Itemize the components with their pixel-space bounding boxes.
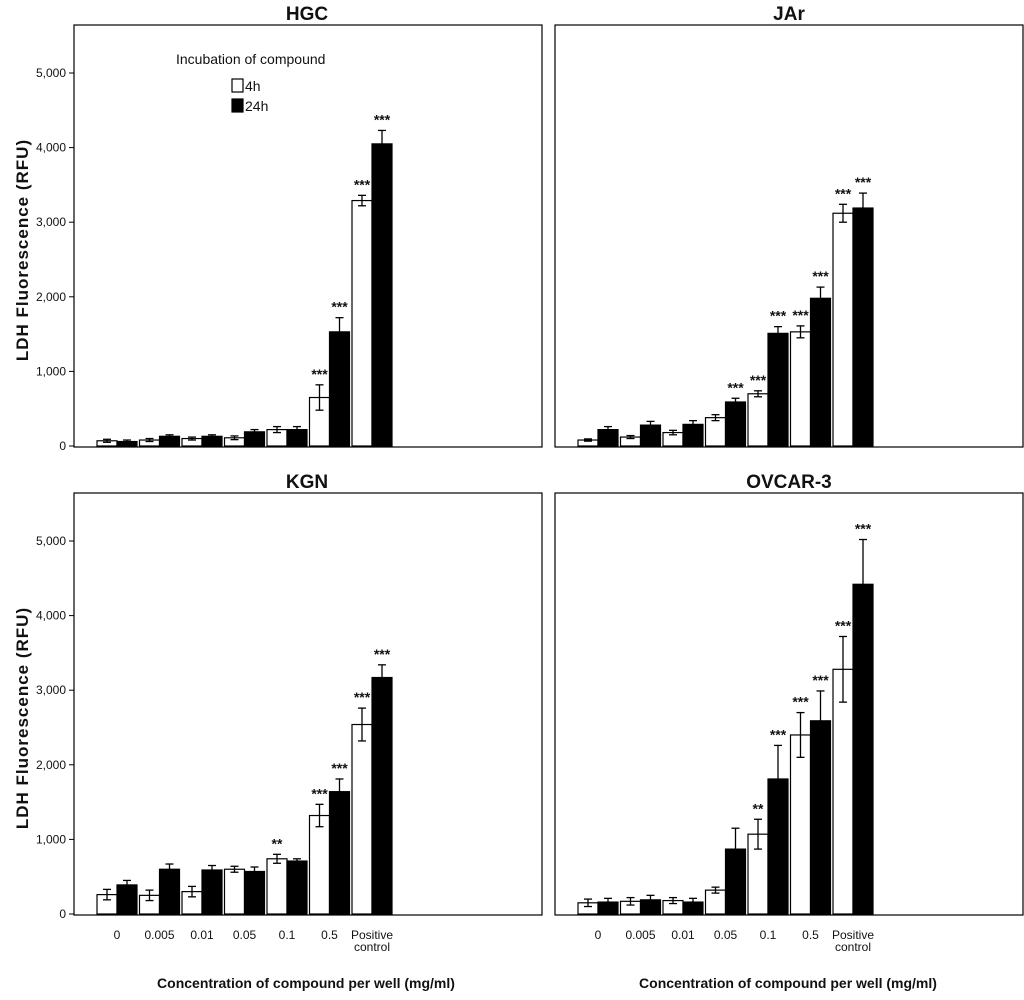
x-tick-label: 0 <box>114 928 121 942</box>
chart-panel-ovcar-3: OVCAR-30 0.005 0.01 0.05*****0.1******0.5**… <box>554 472 1024 954</box>
plot-frame <box>554 492 1024 916</box>
significance-marker: *** <box>812 672 829 688</box>
x-tick-label: 0.5 <box>321 928 338 942</box>
y-tick-label: 5,000 <box>36 66 66 80</box>
legend: Incubation of compound 4h 24h <box>176 51 325 114</box>
x-tick-label: 0.1 <box>279 928 296 942</box>
chart-panel-kgn: KGN 0 1,000 2,000 3,000 4,000 5,000 0 0.005 0.01 0… <box>36 472 543 954</box>
panel-title: OVCAR-3 <box>746 472 832 493</box>
bar-4h-5 <box>789 734 812 915</box>
significance-marker: *** <box>374 646 391 662</box>
significance-marker: *** <box>750 372 767 388</box>
x-tick-label: 0.005 <box>625 928 655 942</box>
legend-swatch-24h <box>231 98 244 113</box>
plot-frame <box>73 24 543 448</box>
x-axis-label-left: Concentration of compound per well (mg/m… <box>157 975 455 991</box>
panel-title: JAr <box>773 4 805 25</box>
significance-marker: *** <box>727 379 744 395</box>
significance-marker: *** <box>311 366 328 382</box>
x-tick-label: 0.005 <box>144 928 174 942</box>
legend-title: Incubation of compound <box>176 51 325 67</box>
significance-marker: *** <box>855 521 872 537</box>
x-tick-label: 0.01 <box>190 928 214 942</box>
x-tick-label: 0.05 <box>233 928 257 942</box>
y-tick-label: 5,000 <box>36 534 66 548</box>
y-tick-label: 1,000 <box>36 832 66 846</box>
significance-marker: *** <box>331 760 348 776</box>
bar-24h-1 <box>158 868 181 915</box>
significance-marker: ** <box>753 800 764 816</box>
bar-24h-3 <box>724 401 747 447</box>
bar-24h-6 <box>371 143 393 447</box>
bar-24h-6 <box>371 676 393 915</box>
plot-frame <box>554 24 1024 448</box>
legend-label-4h: 4h <box>245 78 261 94</box>
chart-panel-hgc: HGC 0 1,000 2,000 3,000 4,000 5,000 *** *** *** **… <box>36 4 543 453</box>
y-tick-label: 0 <box>59 439 66 453</box>
bar-24h-4 <box>767 332 789 447</box>
bar-24h-6 <box>852 207 874 447</box>
y-tick-label: 1,000 <box>36 364 66 378</box>
bar-24h-3 <box>243 870 266 915</box>
significance-marker: *** <box>770 726 787 742</box>
y-tick-label: 2,000 <box>36 290 66 304</box>
bar-4h-3 <box>704 417 727 447</box>
bar-4h-6 <box>832 668 854 915</box>
panel-title: HGC <box>286 4 329 25</box>
x-tick-label: 0.5 <box>802 928 819 942</box>
significance-marker: *** <box>792 694 809 710</box>
x-tick-label: control <box>354 940 390 954</box>
x-tick-label: 0.05 <box>714 928 738 942</box>
panels: HGC01,0002,0003,0004,0005,000***********… <box>36 4 1024 954</box>
x-tick-label: control <box>835 940 871 954</box>
bar-4h-6 <box>832 212 854 447</box>
y-tick-label: 0 <box>59 907 66 921</box>
significance-marker: *** <box>855 174 872 190</box>
significance-marker: *** <box>354 689 371 705</box>
x-tick-label: Positive <box>832 928 874 942</box>
significance-marker: *** <box>812 268 829 284</box>
bar-24h-4 <box>286 860 308 915</box>
significance-marker: *** <box>374 111 391 127</box>
y-tick-label: 4,000 <box>36 609 66 623</box>
bar-24h-2 <box>201 869 223 915</box>
bar-4h-6 <box>351 723 373 915</box>
plot-frame <box>73 492 543 916</box>
y-tick-label: 3,000 <box>36 683 66 697</box>
bar-24h-5 <box>328 331 351 447</box>
significance-marker: *** <box>770 308 787 324</box>
x-tick-label: 0.01 <box>671 928 695 942</box>
bar-24h-5 <box>328 791 351 915</box>
panel-title: KGN <box>286 472 328 493</box>
bar-4h-6 <box>351 199 373 447</box>
significance-marker: *** <box>835 185 852 201</box>
significance-marker: *** <box>835 617 852 633</box>
bar-4h-4 <box>266 858 288 915</box>
significance-marker: *** <box>311 785 328 801</box>
significance-marker: ** <box>272 835 283 851</box>
chart-panel-jar: JAr*** ****** ************ <box>554 4 1024 448</box>
bar-24h-6 <box>852 583 874 915</box>
legend-swatch-4h <box>231 78 244 93</box>
bar-24h-5 <box>809 297 832 447</box>
significance-marker: *** <box>331 299 348 315</box>
bar-4h-5 <box>789 331 812 447</box>
y-tick-label: 3,000 <box>36 215 66 229</box>
y-tick-label: 4,000 <box>36 141 66 155</box>
y-axis-label-bottom: LDH Fluorescence (RFU) <box>13 607 32 829</box>
x-tick-label: 0.1 <box>760 928 777 942</box>
significance-marker: *** <box>354 176 371 192</box>
bar-4h-3 <box>223 868 246 915</box>
bar-4h-5 <box>308 814 331 915</box>
significance-marker: *** <box>792 307 809 323</box>
bar-4h-4 <box>747 393 769 447</box>
x-tick-label: 0 <box>595 928 602 942</box>
x-tick-label: Positive <box>351 928 393 942</box>
x-axis-label-right: Concentration of compound per well (mg/m… <box>639 975 937 991</box>
y-axis-label-top: LDH Fluorescence (RFU) <box>13 139 32 361</box>
y-tick-label: 2,000 <box>36 758 66 772</box>
legend-label-24h: 24h <box>245 98 268 114</box>
